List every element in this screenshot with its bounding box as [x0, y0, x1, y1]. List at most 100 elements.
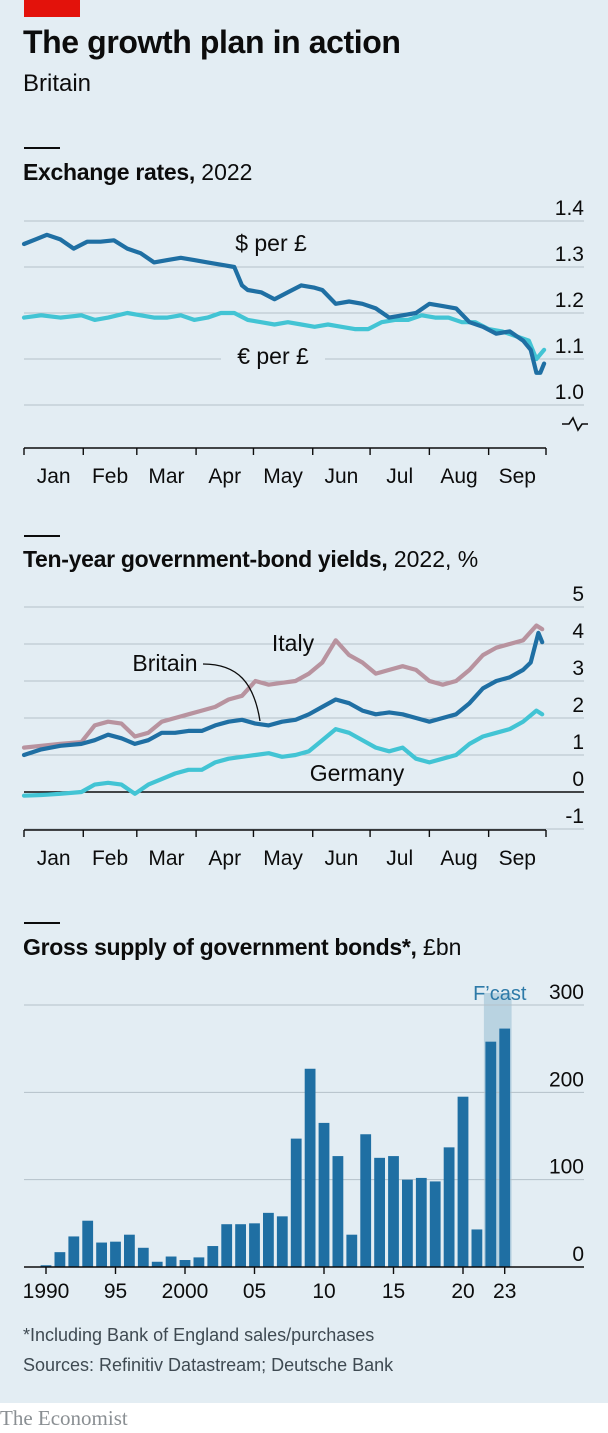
page-title: The growth plan in action [23, 24, 401, 60]
x-tick-label-feb: Feb [92, 465, 128, 488]
x-tick-label-jul: Jul [386, 847, 413, 870]
section-rule-yields [24, 535, 60, 537]
axis-break-icon [562, 416, 588, 432]
bar-2000 [179, 1260, 191, 1267]
bar-2008 [290, 1138, 302, 1267]
x-tick-label-mar: Mar [148, 847, 184, 870]
bar-2017 [415, 1177, 427, 1267]
bar-1998 [151, 1261, 163, 1267]
section-rule-fx [24, 147, 60, 149]
series-label-per: € per £ [237, 343, 309, 369]
bar-2013 [360, 1134, 372, 1267]
fx-chart: 1.0 1.1 1.2 1.3 1.4 Jan Feb Mar Apr May Jun Jul Aug S… [21, 197, 588, 488]
yields-chart: -1 0 1 2 3 4 5 Jan Feb Mar Apr May Jun Jul Aug Sep Italy… [21, 583, 584, 870]
x-tick-label-1995: 95 [104, 1280, 127, 1303]
bar-2011 [332, 1156, 344, 1267]
supply-title-bold: Gross supply of government bonds*, [23, 934, 417, 960]
x-tick-label-sep: Sep [499, 465, 536, 488]
bar-2002 [207, 1246, 219, 1267]
yields-title-rest: 2022, % [387, 546, 479, 572]
bar-1997 [137, 1247, 149, 1267]
x-tick-label-apr: Apr [208, 847, 241, 870]
x-tick-label-aug: Aug [440, 847, 477, 870]
y-tick-label-0: 0 [572, 768, 584, 791]
bar-1996 [124, 1234, 135, 1267]
fx-title-bold: Exchange rates, [23, 159, 195, 185]
bar-2004 [235, 1224, 246, 1267]
y-tick-label-1: -1 [565, 805, 584, 828]
bar-2018 [429, 1181, 441, 1267]
x-tick-label-jan: Jan [37, 847, 71, 870]
bar-2022 [485, 1041, 497, 1267]
x-tick-label-jun: Jun [324, 847, 358, 870]
bar-1995 [110, 1241, 121, 1267]
forecast-label: F’cast [473, 983, 527, 1005]
y-tick-label-3: 3 [572, 657, 584, 680]
x-tick-label-2010: 10 [312, 1280, 335, 1303]
bar-2006 [263, 1212, 274, 1267]
x-tick-label-may: May [263, 847, 303, 870]
y-tick-label-100: 100 [549, 1156, 584, 1179]
bar-2020 [457, 1096, 469, 1267]
bar-1990 [40, 1265, 52, 1267]
section-rule-supply [24, 922, 60, 924]
yields-title-bold: Ten-year government-bond yields, [23, 546, 388, 572]
bar-2003 [221, 1224, 233, 1267]
x-tick-label-mar: Mar [148, 465, 184, 488]
bar-2021 [471, 1229, 483, 1267]
supply-chart: F’cast 0 100 200 300 1990 95 2000 05 10 15 20 23 [23, 981, 584, 1303]
series-label-bg-germany [301, 759, 413, 789]
supply-chart-title: Gross supply of government bonds*, £bn [23, 934, 461, 961]
yields-chart-title: Ten-year government-bond yields, 2022, % [23, 546, 478, 573]
bar-1993 [82, 1220, 94, 1267]
y-tick-label-5: 5 [572, 583, 584, 606]
bar-2005 [249, 1223, 260, 1267]
x-tick-label-may: May [263, 465, 303, 488]
bar-2007 [276, 1216, 288, 1267]
y-tick-label-200: 200 [549, 1068, 584, 1091]
bar-2023 [499, 1028, 511, 1267]
series-label-italy: Italy [272, 630, 315, 656]
series-line-britain [21, 630, 545, 758]
x-tick-label-2005: 05 [243, 1280, 266, 1303]
x-tick-label-jan: Jan [37, 465, 71, 488]
x-tick-label-2015: 15 [382, 1280, 405, 1303]
x-tick-label-1990: 1990 [23, 1280, 70, 1303]
bar-1994 [96, 1242, 107, 1267]
bar-1999 [165, 1256, 177, 1267]
supply-title-rest: £bn [416, 934, 462, 960]
series-line-germany [21, 708, 545, 798]
bar-2019 [443, 1147, 455, 1267]
y-tick-label-4: 4 [572, 620, 584, 643]
bar-2014 [374, 1157, 385, 1267]
bar-2010 [318, 1122, 330, 1267]
sources-note: Sources: Refinitiv Datastream; Deutsche … [23, 1355, 394, 1375]
bar-2016 [402, 1179, 413, 1267]
x-tick-label-sep: Sep [499, 847, 536, 870]
series-line-per [21, 232, 547, 375]
y-tick-label-300: 300 [549, 981, 584, 1004]
x-tick-label-2023: 23 [493, 1280, 516, 1303]
x-tick-label-feb: Feb [92, 847, 128, 870]
fx-title-rest: 2022 [194, 159, 253, 185]
y-tick-label-1-2: 1.2 [555, 289, 584, 312]
series-label-germany: Germany [310, 760, 405, 786]
bar-2012 [346, 1234, 358, 1267]
fx-chart-title: Exchange rates, 2022 [23, 159, 252, 186]
bar-2009 [304, 1068, 316, 1267]
series-label-bg-per [221, 342, 325, 372]
bar-1991 [54, 1252, 66, 1267]
y-tick-label-1-3: 1.3 [555, 243, 584, 266]
bar-1992 [68, 1236, 80, 1267]
y-tick-label-1: 1.0 [555, 381, 584, 404]
footnote: *Including Bank of England sales/purchas… [23, 1325, 375, 1345]
page-subtitle: Britain [23, 70, 92, 97]
x-tick-label-jun: Jun [324, 465, 358, 488]
brand-wordmark: The Economist [0, 1406, 128, 1430]
y-tick-label-1: 1 [572, 731, 584, 754]
y-tick-label-0: 0 [572, 1243, 584, 1266]
series-line-italy [21, 623, 545, 750]
series-label-britain: Britain [132, 650, 197, 676]
x-tick-label-2020: 20 [451, 1280, 474, 1303]
x-tick-label-apr: Apr [208, 465, 241, 488]
